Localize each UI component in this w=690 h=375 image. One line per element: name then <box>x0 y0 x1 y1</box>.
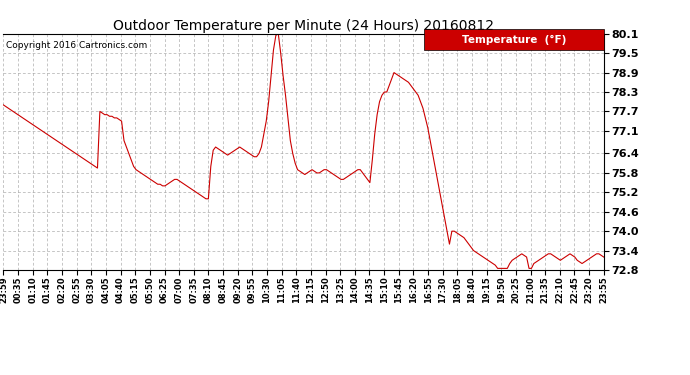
Title: Outdoor Temperature per Minute (24 Hours) 20160812: Outdoor Temperature per Minute (24 Hours… <box>113 19 494 33</box>
FancyBboxPatch shape <box>424 29 604 50</box>
Text: Temperature  (°F): Temperature (°F) <box>462 34 566 45</box>
Text: Copyright 2016 Cartronics.com: Copyright 2016 Cartronics.com <box>6 41 148 50</box>
